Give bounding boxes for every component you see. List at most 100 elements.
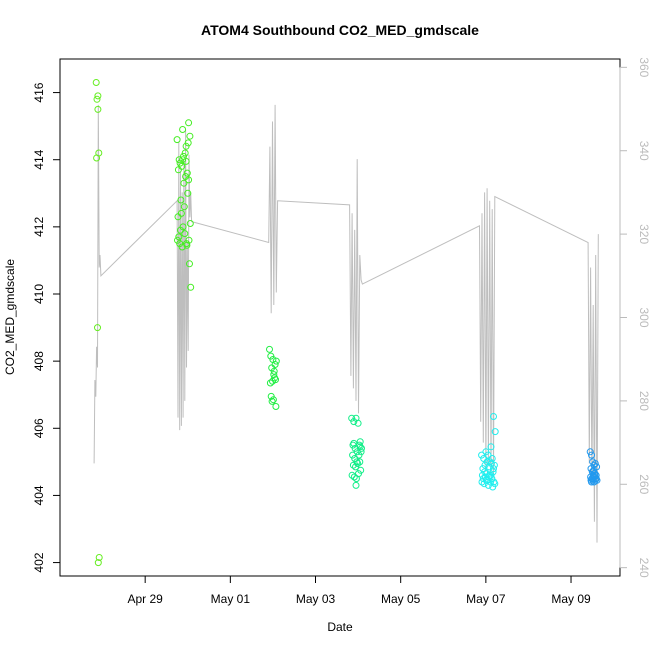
data-point bbox=[173, 136, 181, 144]
data-point bbox=[179, 156, 187, 164]
data-point bbox=[183, 169, 191, 177]
data-point bbox=[177, 196, 185, 204]
data-point bbox=[271, 361, 279, 368]
data-point bbox=[486, 458, 494, 466]
y2-tick-label: 340 bbox=[637, 141, 650, 161]
axes: Apr 29 May 01 May 03 May 05 May 07 May 09 402 4… bbox=[32, 57, 650, 606]
x-tick-label: May 01 bbox=[211, 592, 251, 606]
data-point bbox=[588, 451, 595, 459]
data-point bbox=[356, 458, 364, 466]
data-point bbox=[479, 465, 487, 473]
data-point bbox=[491, 428, 499, 436]
data-point bbox=[180, 203, 188, 211]
data-point bbox=[266, 345, 273, 353]
data-point bbox=[350, 439, 358, 447]
data-point bbox=[93, 95, 101, 103]
data-point bbox=[351, 455, 359, 462]
data-point bbox=[481, 468, 489, 476]
data-point bbox=[182, 157, 190, 165]
data-point bbox=[272, 357, 280, 365]
data-point bbox=[185, 119, 193, 127]
x-tick-label: May 05 bbox=[381, 592, 421, 606]
data-point bbox=[186, 220, 194, 227]
plot-box bbox=[59, 58, 621, 577]
data-point bbox=[589, 468, 597, 476]
data-point bbox=[94, 559, 102, 567]
data-point bbox=[186, 132, 194, 140]
line-series bbox=[93, 104, 599, 543]
data-point bbox=[591, 460, 599, 467]
y2-tick-label: 360 bbox=[637, 57, 650, 77]
data-point bbox=[488, 475, 496, 483]
data-point bbox=[586, 448, 594, 456]
data-point bbox=[484, 481, 492, 489]
x-axis-label: Date bbox=[327, 620, 353, 634]
data-point bbox=[270, 367, 278, 375]
data-point bbox=[94, 92, 102, 100]
data-point bbox=[348, 471, 356, 479]
data-point bbox=[479, 475, 487, 483]
data-point bbox=[175, 233, 183, 241]
data-point bbox=[485, 463, 493, 471]
line-series-path bbox=[93, 104, 599, 543]
data-point bbox=[490, 465, 497, 473]
data-point bbox=[587, 476, 595, 484]
data-point bbox=[488, 455, 496, 462]
data-point bbox=[591, 471, 599, 479]
data-point bbox=[350, 473, 358, 481]
y2-tick-label: 320 bbox=[637, 224, 650, 244]
data-point bbox=[356, 443, 364, 451]
data-point bbox=[185, 176, 193, 184]
data-point bbox=[94, 105, 102, 113]
data-point bbox=[271, 374, 279, 382]
data-point bbox=[353, 448, 361, 456]
data-point bbox=[184, 189, 192, 197]
data-point bbox=[177, 209, 185, 217]
data-point bbox=[490, 413, 497, 420]
x-tick-label: Apr 29 bbox=[127, 592, 163, 606]
y-tick-label: 416 bbox=[32, 82, 46, 102]
data-point bbox=[95, 554, 103, 561]
y2-tick-label: 260 bbox=[637, 474, 650, 494]
y-tick-label: 412 bbox=[32, 217, 46, 237]
data-point bbox=[180, 179, 188, 187]
y2-tick-label: 240 bbox=[637, 558, 650, 578]
data-point bbox=[184, 139, 192, 147]
data-point bbox=[179, 126, 187, 133]
data-point bbox=[187, 283, 195, 291]
y-tick-label: 402 bbox=[32, 552, 46, 572]
y-tick-label: 410 bbox=[32, 284, 46, 304]
y-tick-label: 408 bbox=[32, 351, 46, 371]
y2-tick-label: 300 bbox=[637, 307, 650, 327]
data-point bbox=[357, 466, 365, 474]
data-point bbox=[490, 478, 498, 486]
data-point bbox=[181, 149, 189, 157]
scatter-points bbox=[92, 79, 601, 567]
data-point bbox=[181, 230, 189, 238]
data-point bbox=[174, 166, 182, 174]
data-point bbox=[356, 438, 364, 446]
data-point bbox=[357, 448, 365, 456]
data-point bbox=[266, 379, 274, 387]
y-axis-label: CO2_MED_gmdscale bbox=[3, 259, 17, 375]
x-tick-label: May 03 bbox=[296, 592, 336, 606]
y-tick-label: 414 bbox=[32, 149, 46, 169]
data-point bbox=[175, 156, 183, 164]
data-point bbox=[94, 324, 101, 332]
y2-tick-label: 280 bbox=[637, 391, 650, 411]
data-point bbox=[93, 154, 101, 162]
x-tick-label: May 09 bbox=[551, 592, 591, 606]
data-point bbox=[354, 460, 362, 467]
data-point bbox=[352, 481, 360, 489]
x-tick-label: May 07 bbox=[466, 592, 506, 606]
data-point bbox=[92, 79, 100, 86]
data-point bbox=[349, 461, 357, 469]
data-point bbox=[179, 223, 187, 231]
y-tick-label: 404 bbox=[32, 485, 46, 505]
data-point bbox=[270, 371, 278, 379]
data-point bbox=[183, 241, 191, 249]
data-point bbox=[269, 396, 277, 404]
data-point bbox=[354, 419, 362, 427]
data-point bbox=[269, 377, 276, 385]
